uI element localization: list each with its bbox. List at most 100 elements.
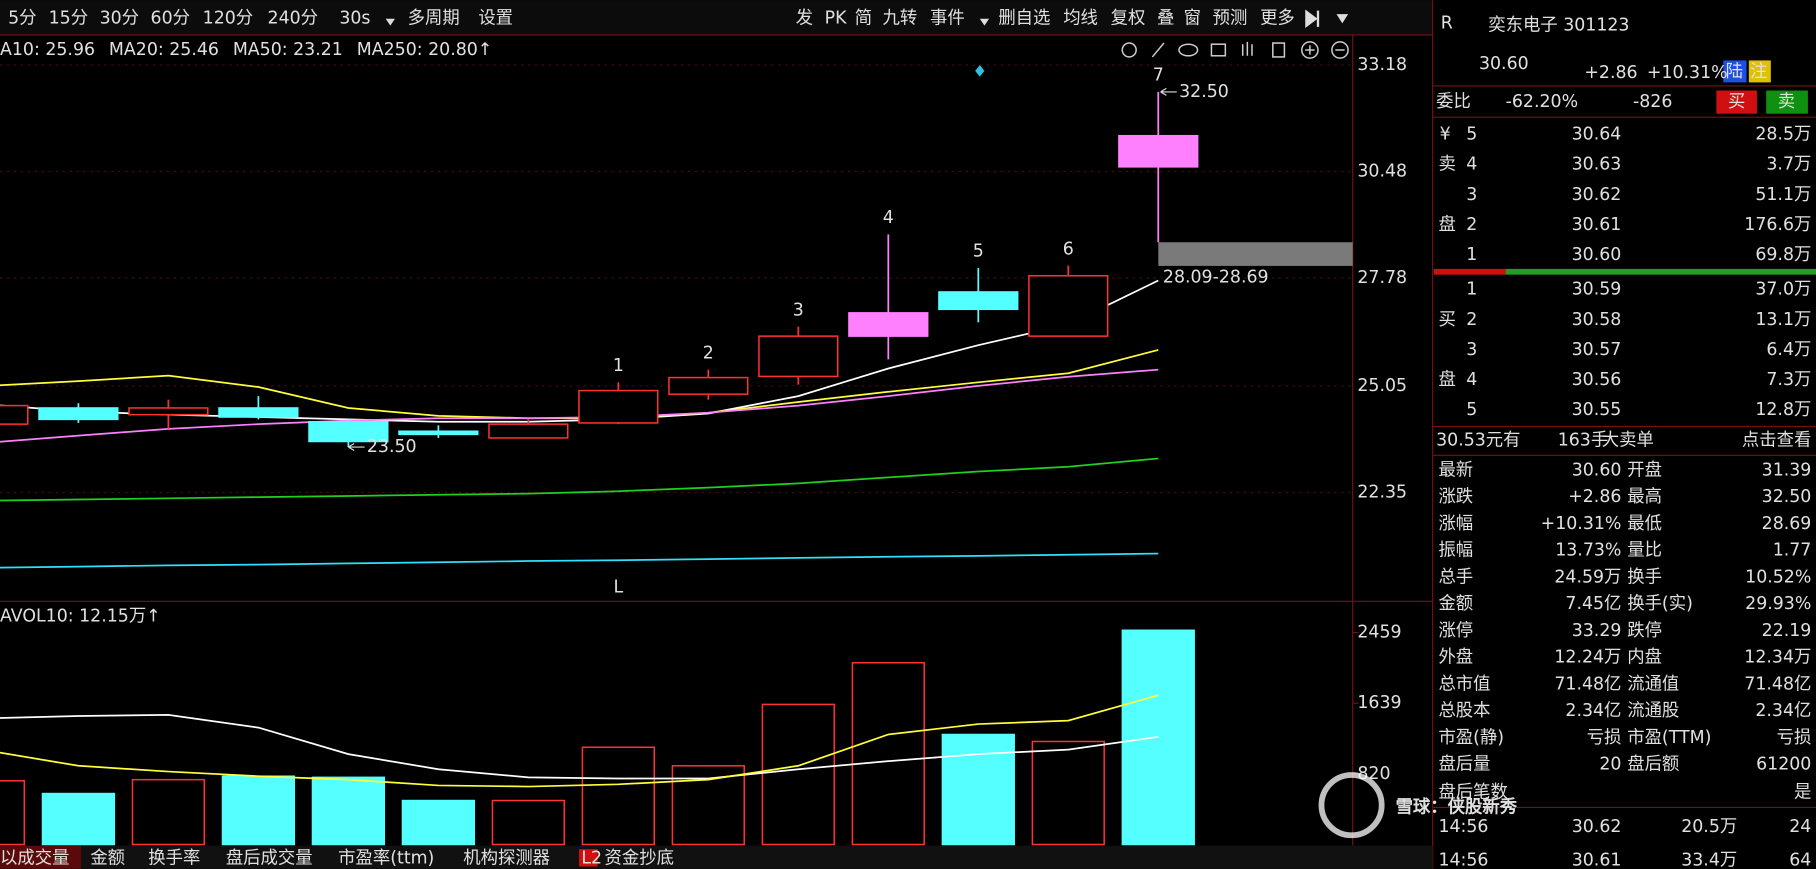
tab[interactable]: 金额 [90,848,125,868]
stat-value: 是 [1794,782,1811,802]
price: 30.62 [1572,185,1622,205]
stat-label: 市盈(静) [1438,728,1504,748]
stat-value: 30.60 [1572,460,1622,480]
y-tick-label: 1639 [1357,693,1401,713]
stat-value: 1.77 [1773,541,1812,561]
tag-box [1748,60,1771,83]
bid-ask-bar [1505,268,1816,275]
stat-value: +2.86 [1568,487,1621,507]
toolbar-button[interactable]: 30分 [100,9,139,29]
ma-line [0,457,1159,502]
toolbar-button[interactable]: 事件 [930,9,965,29]
big-order[interactable]: 点击查看 [1742,430,1811,450]
toolbar-button[interactable]: 复权 [1111,9,1146,29]
stat-label: 最高 [1627,487,1662,507]
volume: 13.1万 [1755,310,1811,330]
stat-label: 盘后额 [1627,755,1679,775]
stat-value: 33.29 [1572,621,1622,641]
tab[interactable]: 换手率 [148,848,200,868]
trade-count: 64 [1789,851,1811,869]
level: 2 [1466,215,1477,235]
toolbar-button[interactable]: 5分 [8,9,36,29]
tab[interactable]: 盘后成交量 [226,848,313,868]
stat-value: 61200 [1756,755,1811,775]
stat-label: 涨幅 [1438,514,1473,534]
toolbar-button[interactable]: 240分 [268,9,319,29]
volume-ma-line [0,694,1159,788]
toolbar-button[interactable]: 更多 [1260,9,1295,29]
tab-bar [0,845,1433,869]
stat-label: 市盈(TTM) [1627,728,1711,748]
candle-body [488,423,569,439]
y-tick-label: 820 [1357,764,1390,784]
stat-value: 24.59万 [1554,567,1621,587]
toolbar-button[interactable]: 删自选 [998,9,1050,29]
volume-bar [41,792,116,846]
tab[interactable]: 以成交量 [0,848,69,868]
level: 3 [1466,185,1477,205]
toolbar-button[interactable]: 120分 [203,9,253,29]
tab[interactable]: 资金抄底 [605,848,674,868]
tag: 陆 [1726,62,1743,82]
buy-button-label[interactable]: 买 [1728,92,1745,112]
candle-body [128,407,209,416]
watermark: 雪球：侠股新秀 [1396,796,1518,817]
price: 30.61 [1572,215,1622,235]
volume-legend: AVOL10: 12.15万↑ [0,606,161,626]
signal-label: L [614,577,624,597]
y-tick-label: 2459 [1357,623,1401,643]
volume-bar [1031,740,1105,846]
wave-label: 7 [1153,66,1164,86]
side-label: 盘 [1438,370,1455,390]
chart-tools[interactable] [1121,41,1349,59]
tab[interactable]: 机构探测器 [463,848,550,868]
stat-label: 总股本 [1438,701,1490,721]
collapse-icon[interactable] [1305,9,1320,28]
tab[interactable]: 市盈率(ttm) [338,848,434,868]
toolbar-button[interactable]: 发 [796,9,813,29]
sell-button-label[interactable]: 卖 [1778,92,1795,112]
watermark-logo [1318,772,1385,839]
candle-body [848,312,929,337]
tab[interactable]: L2 [581,848,602,868]
stat-label: 金额 [1438,594,1473,614]
last-price: 30.60 [1479,54,1529,74]
wave-label: 1 [613,356,624,376]
toolbar-button[interactable]: 30s [339,9,370,29]
price: 30.56 [1572,370,1622,390]
volume-bar [131,778,206,846]
toolbar-button[interactable]: 设置 [478,9,513,29]
toolbar-button[interactable]: 多周期 [408,9,460,29]
price-range-band [1158,242,1353,266]
toolbar-button[interactable]: 60分 [151,9,190,29]
toolbar-button[interactable]: 均线 [1063,9,1098,29]
level: 4 [1466,370,1477,390]
ratio: -62.20% [1506,92,1578,112]
ma-line [0,368,1159,443]
legend-entry: MA250: 20.80↑ [357,40,493,60]
toolbar-button[interactable]: 简 [855,9,872,29]
volume: 12.8万 [1755,400,1811,420]
toolbar-button[interactable]: 叠 [1157,9,1174,29]
side-label: 买 [1438,310,1455,330]
wave-label: 4 [883,208,894,228]
toolbar-button[interactable]: 预测 [1213,9,1248,29]
candle-body [578,389,659,424]
arrow [348,443,365,451]
volume-bar [401,799,476,846]
toolbar-button[interactable]: PK [825,9,847,29]
trade-price: 30.62 [1572,817,1622,837]
toolbar-button[interactable]: 窗 [1184,9,1201,29]
toolbar-button[interactable]: 15分 [49,9,88,29]
buy-button[interactable] [1716,90,1757,114]
volume: 3.7万 [1766,155,1811,175]
stat-label: 流通股 [1627,701,1679,721]
candle-body [0,404,29,425]
sell-button[interactable] [1766,90,1808,114]
candle-body [1028,275,1109,337]
stat-label: 最低 [1627,514,1662,534]
stat-label: 换手(实) [1627,594,1693,614]
volume: 6.4万 [1766,340,1811,360]
y-tick-label: 33.18 [1357,55,1407,75]
toolbar-button[interactable]: 九转 [883,9,918,29]
